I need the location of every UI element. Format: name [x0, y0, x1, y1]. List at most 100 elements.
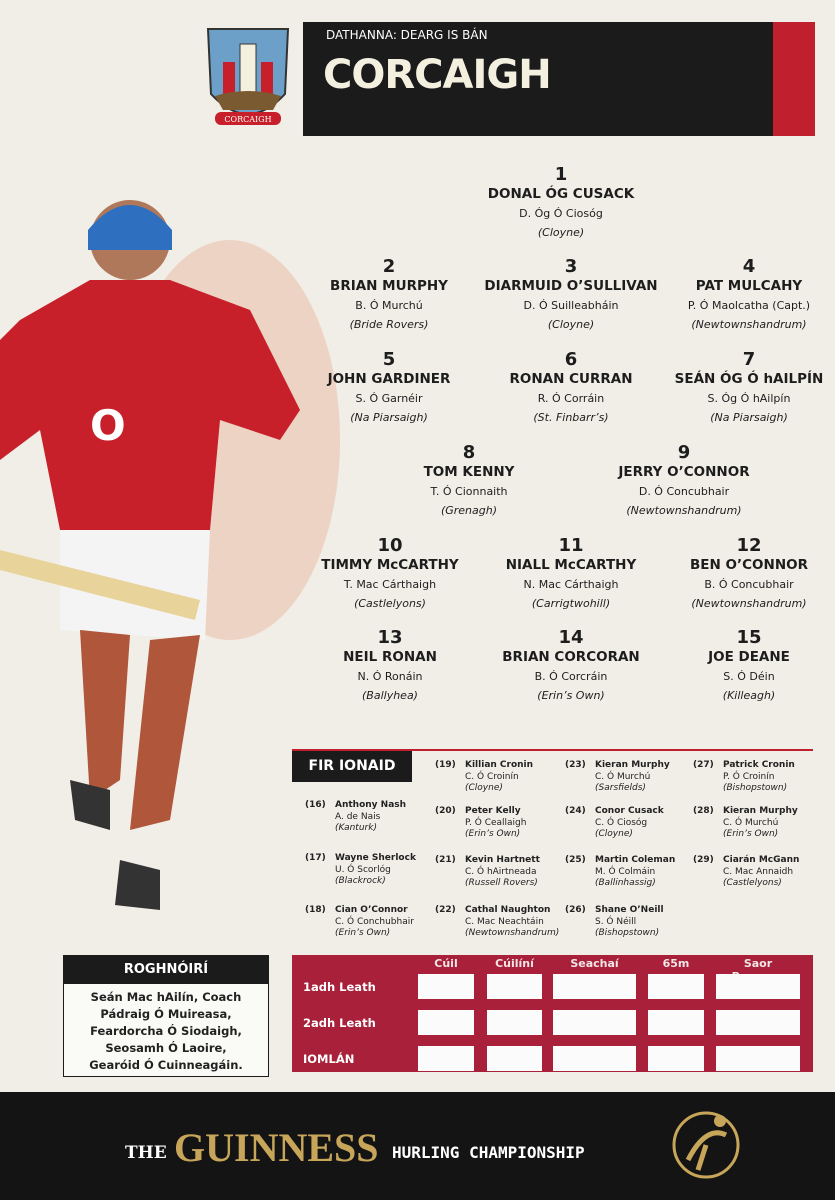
gaa-logo	[672, 1111, 740, 1179]
sub-number: (26)	[565, 905, 586, 915]
sub-name: Kieran Murphy	[723, 806, 798, 816]
sub-club: (Newtownshandrum)	[465, 928, 560, 938]
sub-club: (Bishopstown)	[723, 783, 788, 793]
sub-name: Wayne Sherlock	[335, 853, 416, 863]
player-club: (Newtownshandrum)	[626, 504, 742, 517]
player-club: (Cloyne)	[537, 226, 585, 239]
player-club: (Erin’s Own)	[537, 689, 605, 702]
sub-number: (25)	[565, 855, 586, 865]
selectors-box: ROGHNÓIRÍ Seán Mac hAilín, Coach Pádraig …	[63, 955, 269, 1077]
sub-number: (20)	[435, 806, 456, 816]
player-name: JOE DEANE	[708, 649, 790, 665]
player-club: (Bride Rovers)	[349, 318, 429, 331]
crest: CORCAIGH	[206, 28, 290, 125]
sub-club: (Blackrock)	[335, 876, 386, 886]
score-cell	[418, 1046, 474, 1071]
score-cell	[648, 1010, 704, 1035]
player: 2 BRIAN MURPHY B. Ó Murchú (Bride Rovers)	[294, 257, 484, 334]
sub-irish-name: P. Ó Croinín	[723, 771, 775, 782]
player-name: JERRY O’CONNOR	[618, 464, 750, 480]
sub-club: (Cloyne)	[465, 783, 503, 793]
selectors-list: Seán Mac hAilín, Coach Pádraig Ó Muireasa…	[64, 984, 268, 1074]
player-name: TIMMY McCARTHY	[321, 557, 459, 573]
player-irish-name: D. Óg Ó Ciosóg	[519, 207, 603, 220]
player: 6 RONAN CURRAN R. Ó Corráin (St. Finbarr’s)	[476, 350, 666, 427]
sub-name: Cathal Naughton	[465, 905, 551, 915]
player-club: (Castlelyons)	[354, 597, 426, 610]
player-irish-name: B. Ó Murchú	[355, 299, 423, 312]
player-number: 10	[377, 535, 403, 556]
player-irish-name: S. Ó Garnéir	[355, 392, 423, 405]
score-column-header: Seachaí	[570, 957, 619, 970]
sub-name: Anthony Nash	[335, 800, 407, 810]
header-box	[303, 22, 773, 136]
sub-number: (22)	[435, 905, 456, 915]
sub-details: Martin Coleman M. Ó Colmáin (Ballinhassig)	[595, 855, 675, 890]
player-number: 3	[564, 256, 578, 277]
crest-label: CORCAIGH	[224, 115, 271, 124]
sub-details: Ciarán McGann C. Mac Annaidh (Castlelyons)	[723, 855, 799, 890]
sub-details: Conor Cusack C. Ó Ciosóg (Cloyne)	[595, 806, 664, 841]
score-cell	[648, 1046, 704, 1071]
player-name: NEIL RONAN	[343, 649, 437, 665]
player-irish-name: B. Ó Concubhair	[704, 578, 794, 591]
sub-number: (21)	[435, 855, 456, 865]
player-name: TOM KENNY	[423, 464, 515, 480]
sub-club: (Kanturk)	[335, 823, 377, 833]
score-cell	[716, 974, 800, 999]
player-number: 1	[554, 164, 568, 185]
player-number: 14	[558, 627, 584, 648]
player-club: (Cloyne)	[547, 318, 595, 331]
sub-number: (18)	[305, 905, 326, 915]
sub-irish-name: C. Mac Neachtáin	[465, 916, 544, 927]
player-club: (St. Finbarr’s)	[533, 411, 609, 424]
player-name: SEÁN ÓG Ó hAILPÍN	[674, 371, 824, 387]
player-club: (Carrigtwohill)	[531, 597, 611, 610]
sub-details: Anthony Nash A. de Nais (Kanturk)	[335, 800, 406, 835]
sub-irish-name: S. Ó Néill	[595, 916, 637, 927]
sub-club: (Cloyne)	[595, 829, 633, 839]
selector-name: Seán Mac hAilín, Coach	[90, 990, 242, 1004]
player-number: 12	[736, 535, 762, 556]
sub-name: Kevin Hartnett	[465, 855, 540, 865]
player-name: BRIAN MURPHY	[330, 278, 448, 294]
player: 15 JOE DEANE S. Ó Déin (Killeagh)	[654, 628, 835, 705]
player: 13 NEIL RONAN N. Ó Ronáin (Ballyhea)	[295, 628, 485, 705]
sub-club: (Erin’s Own)	[723, 829, 779, 839]
score-cell	[716, 1010, 800, 1035]
sub-number: (28)	[693, 806, 714, 816]
sub-name: Killian Cronin	[465, 760, 534, 770]
sub-details: Kevin Hartnett C. Ó hAirtneada (Russell Ro…	[465, 855, 540, 890]
player-number: 2	[382, 256, 396, 277]
player-irish-name: N. Mac Cárthaigh	[523, 578, 619, 591]
footer-event: HURLING CHAMPIONSHIP	[392, 1143, 585, 1162]
player-irish-name: T. Mac Cárthaigh	[343, 578, 437, 591]
sub-details: Kieran Murphy C. Ó Murchú (Erin’s Own)	[723, 806, 798, 841]
player-name: DIARMUID O’SULLIVAN	[484, 278, 658, 294]
sub-club: (Ballinhassig)	[595, 878, 656, 888]
selector-name: Seosamh Ó Laoire,	[105, 1041, 227, 1055]
player-name: DONAL ÓG CUSACK	[487, 186, 635, 202]
sub-irish-name: C. Ó Ciosóg	[595, 817, 648, 828]
score-cell	[553, 974, 636, 999]
score-row-label: IOMLÁN	[303, 1052, 355, 1066]
sub-details: Wayne Sherlock U. Ó Scorlóg (Blackrock)	[335, 853, 416, 888]
sub-name: Conor Cusack	[595, 806, 664, 816]
header-stripe	[773, 22, 815, 136]
subs-rule	[292, 749, 813, 751]
player: 1 DONAL ÓG CUSACK D. Óg Ó Ciosóg (Cloyne)	[466, 165, 656, 242]
player-club: (Na Piarsaigh)	[710, 411, 788, 424]
player-name: JOHN GARDINER	[327, 371, 451, 387]
score-row-label: 1adh Leath	[303, 980, 376, 994]
player-number: 9	[677, 442, 691, 463]
player: 7 SEÁN ÓG Ó hAILPÍN S. Óg Ó hAilpín (Na Pia…	[654, 350, 835, 427]
sub-name: Kieran Murphy	[595, 760, 670, 770]
player-club: (Na Piarsaigh)	[350, 411, 428, 424]
player-irish-name: N. Ó Ronáin	[357, 670, 423, 683]
player-number: 13	[377, 627, 403, 648]
sub-number: (27)	[693, 760, 714, 770]
player-irish-name: T. Ó Cionnaith	[430, 485, 508, 498]
score-row-label: 2adh Leath	[303, 1016, 376, 1030]
player-number: 7	[742, 349, 756, 370]
score-column-header: 65m	[662, 957, 690, 970]
